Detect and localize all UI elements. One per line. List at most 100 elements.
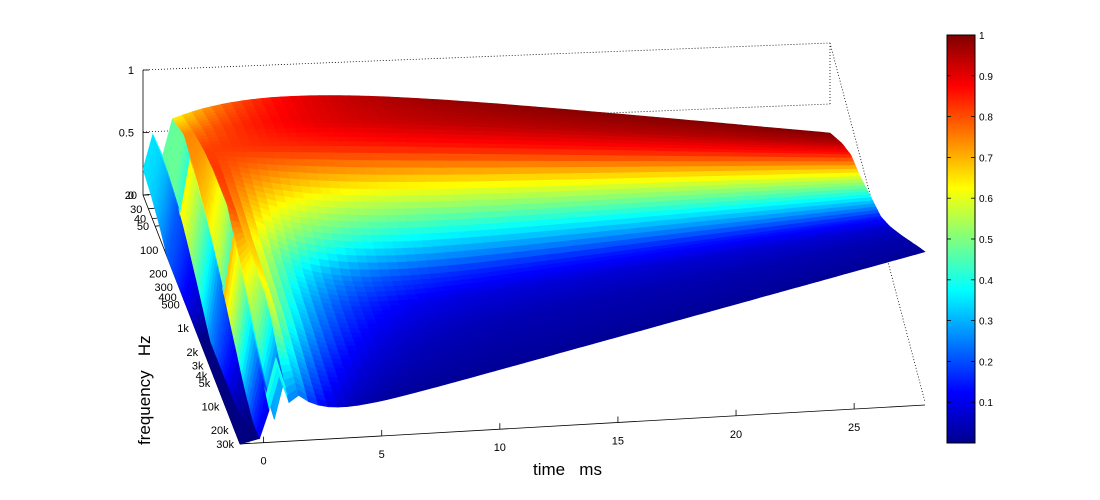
surface-patch — [692, 181, 706, 187]
surface-patch — [626, 155, 639, 162]
surface-patch — [581, 205, 594, 213]
surface-plot — [142, 95, 926, 445]
surface-patch — [524, 214, 537, 222]
surface-patch — [488, 193, 501, 201]
surface-patch — [287, 136, 301, 143]
surface-patch — [457, 188, 470, 196]
surface-patch — [356, 255, 369, 264]
colorbar-tick-label: 0.3 — [979, 317, 993, 328]
surface-patch — [405, 214, 418, 222]
surface-patch — [232, 146, 245, 153]
surface-patch — [367, 262, 380, 271]
surface-patch — [365, 319, 378, 325]
surface-patch — [306, 108, 319, 114]
surface-patch — [459, 194, 472, 202]
surface-patch — [325, 166, 338, 175]
surface-patch — [578, 161, 591, 168]
surface-patch — [467, 224, 480, 232]
surface-patch — [688, 166, 701, 173]
surface-patch — [287, 112, 301, 118]
surface-patch — [827, 169, 840, 174]
surface-patch — [304, 105, 317, 110]
surface-patch — [522, 209, 536, 217]
surface-patch — [283, 123, 296, 130]
surface-patch — [590, 166, 603, 174]
surface-patch — [361, 234, 374, 243]
surface-patch — [514, 215, 527, 223]
surface-patch — [573, 211, 586, 219]
surface-patch — [475, 181, 488, 189]
surface-patch — [359, 301, 372, 308]
colorbar-tick-label: 0.4 — [979, 276, 993, 287]
surface-patch — [403, 247, 416, 256]
surface-patch — [472, 167, 485, 176]
surface-patch — [544, 179, 557, 187]
surface-patch — [547, 191, 560, 198]
surface-patch — [444, 251, 457, 260]
surface-patch — [776, 165, 789, 171]
surface-patch — [627, 161, 640, 168]
surface-patch — [558, 196, 572, 203]
surface-patch — [238, 138, 252, 144]
surface-patch — [666, 161, 680, 168]
surface-patch — [580, 200, 593, 207]
surface-patch — [500, 160, 513, 169]
surface-patch — [323, 127, 337, 133]
surface-patch — [702, 180, 716, 187]
surface-patch — [314, 159, 327, 168]
surface-patch — [361, 152, 374, 161]
surface-patch — [815, 165, 828, 171]
surface-patch — [282, 152, 296, 160]
surface-patch — [371, 152, 384, 161]
surface-patch — [678, 166, 691, 173]
surface-patch — [618, 161, 631, 168]
surface-patch — [401, 240, 415, 249]
colorbar: 0.1 0.2 0.3 0.4 0.5 0.6 0.7 0.8 0.9 1 — [946, 31, 993, 444]
surface-patch — [593, 178, 606, 186]
surface-patch — [327, 112, 340, 117]
surface-patch — [376, 137, 389, 143]
surface-patch — [846, 168, 859, 174]
surface-patch — [242, 146, 255, 153]
surface-patch — [429, 194, 443, 203]
surface-patch — [312, 123, 325, 129]
surface-patch — [485, 180, 498, 189]
surface-patch — [433, 207, 446, 215]
surface-patch — [335, 166, 348, 175]
x-axis-label: time ms — [533, 460, 602, 479]
surface-patch — [485, 217, 498, 225]
surface-patch — [570, 167, 583, 174]
surface-patch — [347, 350, 360, 356]
surface-patch — [431, 239, 444, 248]
surface-patch — [532, 173, 546, 181]
surface-patch — [365, 291, 378, 298]
surface-patch — [552, 173, 565, 181]
y-tick-label: 200 — [149, 268, 167, 280]
surface-patch — [436, 181, 449, 190]
surface-patch — [694, 185, 707, 191]
surface-patch — [753, 156, 766, 162]
surface-patch — [539, 160, 552, 168]
surface-patch — [421, 160, 434, 169]
surface-patch — [571, 206, 585, 213]
surface-patch — [413, 247, 426, 255]
surface-patch — [635, 187, 649, 194]
surface-patch — [549, 196, 562, 204]
surface-patch — [490, 199, 503, 207]
surface-patch — [714, 156, 727, 162]
surface-patch — [511, 167, 524, 175]
surface-patch — [416, 220, 429, 229]
surface-patch — [410, 195, 423, 203]
surface-patch — [369, 146, 382, 154]
surface-patch — [496, 187, 510, 195]
surface-patch — [576, 190, 590, 197]
surface-patch — [286, 132, 299, 138]
surface-patch — [355, 345, 368, 352]
surface-patch — [424, 253, 437, 262]
surface-patch — [461, 160, 474, 169]
colorbar-tick-label: 1 — [979, 31, 985, 42]
surface-patch — [370, 306, 383, 312]
surface-patch — [599, 199, 612, 206]
surface-patch — [536, 186, 549, 193]
surface-patch — [733, 183, 747, 189]
